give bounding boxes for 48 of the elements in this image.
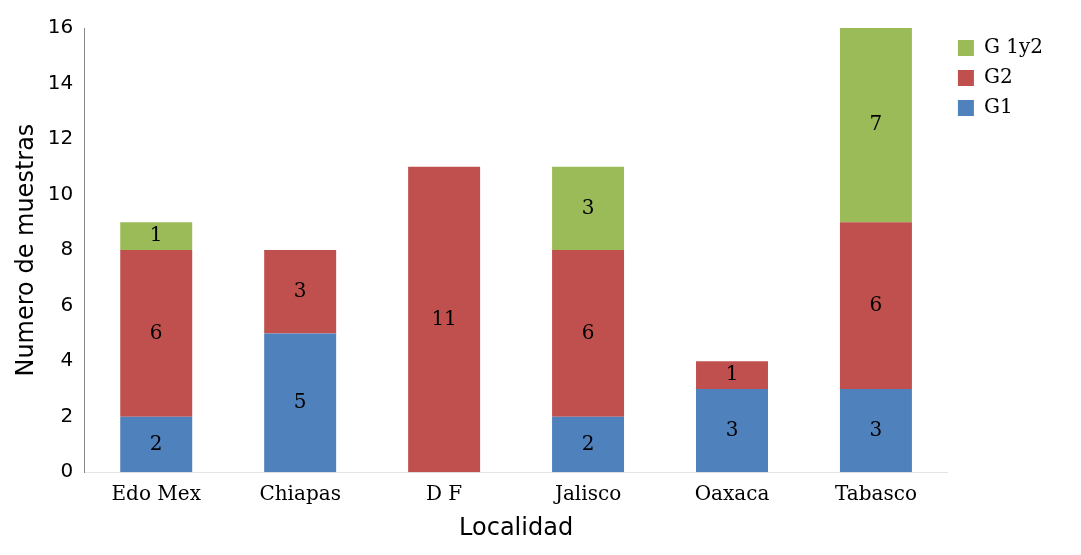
data-label: 2 [581, 430, 595, 455]
x-tick-label: Tabasco [834, 481, 917, 506]
bar [552, 250, 625, 417]
bar [264, 250, 337, 334]
data-label: 7 [869, 111, 883, 136]
x-tick-label: Jalisco [552, 481, 622, 506]
data-label: 6 [869, 291, 883, 316]
y-tick-label: 6 [60, 291, 74, 316]
y-tick-label: 0 [60, 458, 74, 483]
x-tick-label: Edo Mex [111, 481, 202, 506]
bar [839, 222, 912, 389]
data-label: 2 [149, 430, 163, 455]
data-label: 3 [869, 416, 883, 441]
bar [120, 222, 193, 251]
x-tick-label: Oaxaca [694, 481, 770, 506]
bar [696, 361, 768, 389]
data-label: 11 [431, 305, 457, 330]
legend-label: G1 [983, 94, 1013, 119]
bar [408, 166, 481, 473]
y-tick-label: 10 [47, 180, 74, 205]
y-axis-title: Numero de muestras [10, 123, 39, 377]
data-label: 6 [149, 319, 163, 344]
bar [120, 416, 193, 473]
x-tick-label: Chiapas [259, 481, 341, 506]
bar [552, 166, 625, 251]
data-label: 1 [149, 222, 163, 247]
data-label: 3 [293, 277, 307, 302]
x-tick-label: D F [425, 481, 463, 506]
data-label: 6 [581, 319, 595, 344]
bar [120, 250, 193, 417]
y-tick-label: 8 [60, 236, 74, 261]
x-axis-title: Localidad [459, 512, 574, 541]
y-tick-label: 16 [47, 14, 74, 39]
data-label: 1 [725, 361, 739, 386]
bar [264, 333, 337, 473]
bar [696, 388, 768, 473]
y-tick-label: 4 [60, 347, 74, 372]
y-tick-label: 12 [47, 125, 74, 150]
data-label: 3 [581, 194, 595, 219]
bar [839, 28, 912, 223]
legend-label: G2 [983, 64, 1013, 89]
legend-label: G 1y2 [983, 34, 1044, 59]
bar [552, 416, 625, 473]
data-label: 3 [725, 416, 739, 441]
y-tick-label: 14 [47, 69, 74, 94]
y-tick-label: 2 [60, 402, 74, 427]
bar [839, 388, 912, 473]
data-label: 5 [293, 389, 307, 413]
